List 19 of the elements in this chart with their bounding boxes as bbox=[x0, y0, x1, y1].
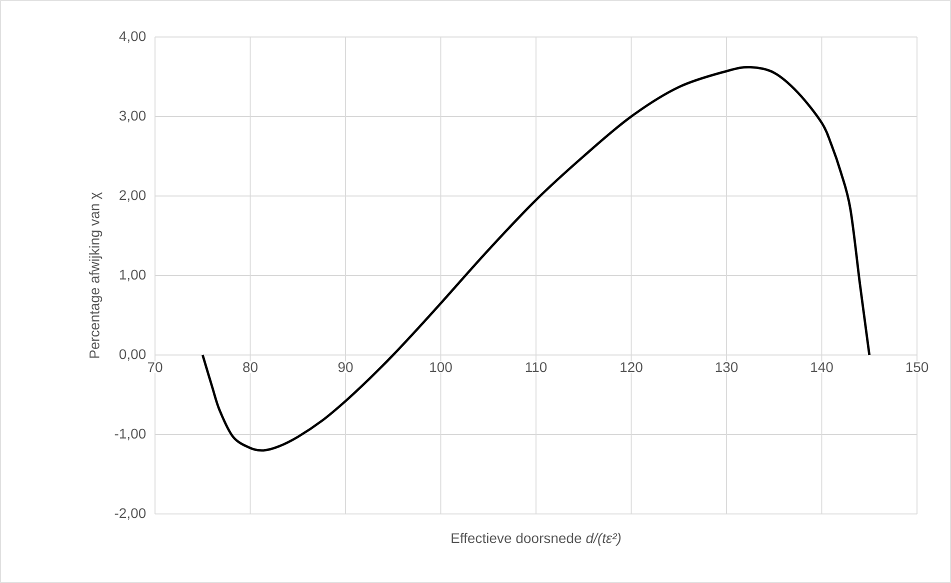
y-tick-label: 1,00 bbox=[120, 270, 146, 282]
y-axis-title: Percentage afwijking van χ bbox=[89, 192, 102, 358]
y-tick-label: 3,00 bbox=[119, 110, 146, 122]
x-tick-label: 140 bbox=[811, 362, 833, 372]
y-tick-label: 0,00 bbox=[119, 349, 146, 361]
line-series bbox=[201, 66, 871, 452]
x-axis-title: Effectieve doorsnede d/(tε²) bbox=[452, 532, 621, 546]
y-tick-label: -1,00 bbox=[114, 428, 146, 440]
y-tick-label: -2,00 bbox=[114, 508, 146, 520]
x-tick-label: 80 bbox=[243, 362, 258, 372]
x-tick-label: 120 bbox=[620, 362, 642, 372]
x-tick-label: 70 bbox=[148, 362, 162, 372]
x-tick-label: 100 bbox=[430, 362, 452, 372]
x-tick-label: 130 bbox=[716, 362, 738, 372]
y-tick-label: 4,00 bbox=[119, 31, 146, 43]
y-tick-label: 2,00 bbox=[120, 190, 146, 202]
x-tick-label: 90 bbox=[338, 362, 353, 372]
x-tick-label: 150 bbox=[906, 362, 928, 372]
x-tick-label: 110 bbox=[526, 362, 547, 372]
